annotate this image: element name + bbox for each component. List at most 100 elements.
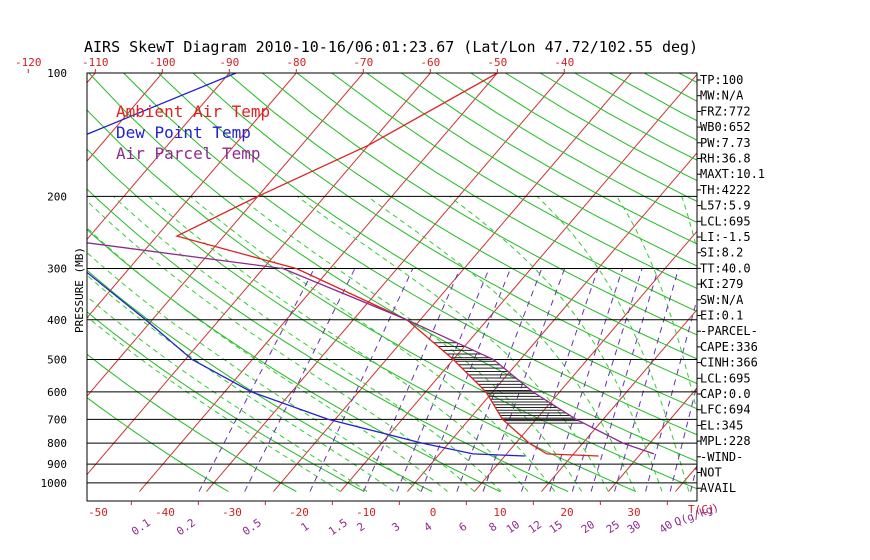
dry-adiabat-line [852,73,870,492]
top-temp-tick-label: -100 [149,56,176,69]
top-temp-tick-label: -80 [286,56,306,69]
dry-adiabat-line [87,109,697,490]
y-axis-label: PRESSURE (MB) [73,247,86,333]
pressure-tick-label: 100 [47,67,67,80]
bottom-temp-tick-label: -50 [88,506,108,519]
dry-adiabat-line [296,73,697,312]
mixing-ratio-tick-label: 40 [657,518,675,536]
index-label: CAPE:336 [700,340,758,354]
moist-adiabat-line [296,195,609,492]
isotherm-line [0,73,28,492]
mixing-ratio-tick-label: 1.5 [326,516,350,538]
index-label: AVAIL [700,481,736,495]
mixing-ratio-tick-label: 6 [457,520,470,534]
mixing-ratio-line [645,297,697,492]
ambient-air-temp-line [175,73,599,457]
moist-adiabat-line [87,251,422,492]
mixing-ratio-tick-label: 0.5 [240,516,264,538]
legend-dew-point-temp: Dew Point Temp [116,123,251,142]
pressure-tick-label: 700 [47,413,67,426]
top-temp-tick-label: -110 [82,56,109,69]
dry-adiabat-line [88,73,697,462]
mixing-ratio-line [571,268,643,492]
mixing-ratio-line [482,268,566,492]
moist-adiabat-line [87,295,368,492]
index-label: -WIND- [700,450,743,464]
mixing-ratio-tick-label: 10 [504,518,522,536]
moist-adiabat-line [148,196,529,492]
moist-adiabat-line [367,195,636,492]
index-label: RH:36.8 [700,152,751,166]
isotherm-line [541,308,697,492]
mixing-ratio-tick-label: 8 [487,520,500,534]
index-label: TH:4222 [700,183,751,197]
isotherm-line [206,73,565,492]
cape-hatching [433,342,584,424]
dry-adiabat-line [157,73,697,410]
index-label: TP:100 [700,73,743,87]
mixing-ratio-tick-label: 12 [526,518,544,536]
dry-adiabat-line [87,188,569,492]
isotherm-line [87,73,163,162]
mixing-ratio-line [198,268,315,492]
index-label: WB0:652 [700,120,751,134]
index-label: MW:N/A [700,89,744,103]
mixing-ratio-tick-label: 2 [355,520,368,534]
dry-adiabat-line [87,311,365,492]
pressure-tick-label: 600 [47,386,67,399]
index-label: NOT [700,466,722,480]
pressure-tick-label: 300 [47,263,67,276]
plot-frame [86,72,698,502]
index-label: LCL:695 [700,371,751,385]
index-label: LCL:695 [700,214,751,228]
index-label: SW:N/A [700,293,744,307]
chart-title: AIRS SkewT Diagram 2010-10-16/06:01:23.6… [84,38,698,56]
axis-ticks [27,69,668,505]
mixing-ratio-line [244,268,356,492]
bottom-temp-tick-labels: -50 -40 -30 -20 -10 0 10 20 30 [88,506,641,519]
mixing-ratio-tick-label: 25 [604,518,622,536]
top-temp-tick-label: -120 [15,56,42,69]
moist-adiabat-line [87,200,475,492]
mixing-ratio-line [614,268,680,492]
bottom-temp-tick-label: 20 [560,506,573,519]
mixing-ratio-tick-label: 0.1 [129,516,153,538]
legend-ambient-air-temp: Ambient Air Temp [116,102,270,121]
pressure-tick-labels: 100 200 300 400 500 600 700 800 900 1000 [41,67,68,490]
bottom-temp-tick-label: -40 [155,506,175,519]
top-temp-tick-label: -40 [554,56,574,69]
isotherm-line [742,73,870,492]
index-label: MPL:228 [700,434,751,448]
isotherm-line [273,73,632,492]
legend: Ambient Air Temp Dew Point Temp Air Parc… [116,102,270,163]
top-temp-tick-label: -60 [420,56,440,69]
bottom-temp-tick-label: 0 [430,506,437,519]
mixing-ratio-tick-label: 15 [547,518,565,536]
dew-point-temp-line [87,73,525,457]
top-temp-tick-label: -70 [353,56,373,69]
index-label: CAP:0.0 [700,387,751,401]
bottom-temp-tick-label: -30 [222,506,242,519]
index-label: -PARCEL- [700,324,758,338]
top-temp-tick-label: -90 [219,56,239,69]
isotherm-line [340,73,697,492]
moist-adiabat-line [113,196,502,492]
index-label: TT:40.0 [700,261,751,275]
mixing-ratio-tick-label: 20 [579,518,597,536]
index-label: FRZ:772 [700,104,751,118]
bottom-temp-tick-label: -20 [289,506,309,519]
moist-adiabat-line [536,196,690,492]
profile-lines [87,73,655,457]
index-label: LI:-1.5 [700,230,751,244]
pressure-tick-label: 400 [47,314,67,327]
isotherm-line [87,73,364,397]
isotherm-line [87,73,431,476]
index-label: EL:345 [700,418,743,432]
moist-adiabat-line [87,316,341,492]
isotherm-line [474,230,697,492]
index-label: CINH:366 [700,356,758,370]
mixing-ratio-tick-label: 30 [625,518,643,536]
index-label: EI:0.1 [700,309,743,323]
